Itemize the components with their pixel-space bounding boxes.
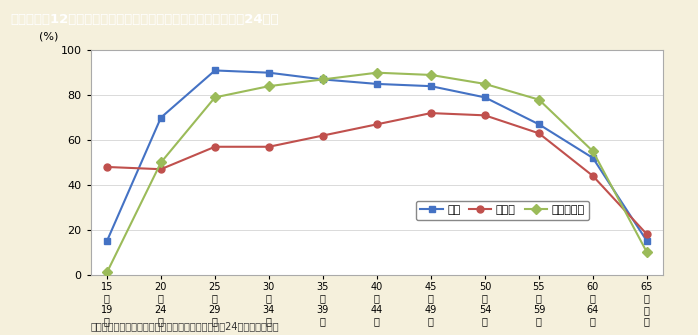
未婚 [588,156,597,160]
有配偶 [426,111,435,115]
死別・離別 [319,77,327,81]
死別・離別 [481,82,489,86]
Line: 未婚: 未婚 [103,67,651,245]
死別・離別 [103,270,111,274]
死別・離別 [535,97,543,102]
有配偶 [103,165,111,169]
有配偶 [211,145,219,149]
Text: 第１－特－12図　女性の年齢階級別配偶関係別労働力率（平成24年）: 第１－特－12図 女性の年齢階級別配偶関係別労働力率（平成24年） [10,13,279,26]
有配偶 [588,174,597,178]
Line: 死別・離別: 死別・離別 [103,69,651,276]
死別・離別 [265,84,273,88]
未婚 [373,82,381,86]
未婚 [103,239,111,243]
Text: (%): (%) [39,31,59,41]
有配偶 [481,113,489,117]
未婚 [643,239,651,243]
Line: 有配偶: 有配偶 [103,110,651,238]
Legend: 未婚, 有配偶, 死別・離別: 未婚, 有配偶, 死別・離別 [416,201,589,220]
未婚 [319,77,327,81]
未婚 [426,84,435,88]
未婚 [157,116,165,120]
有配偶 [319,134,327,138]
死別・離別 [157,160,165,164]
死別・離別 [426,73,435,77]
未婚 [211,68,219,72]
死別・離別 [643,250,651,254]
死別・離別 [211,95,219,99]
未婚 [265,71,273,75]
死別・離別 [588,149,597,153]
未婚 [481,95,489,99]
未婚 [535,122,543,126]
有配偶 [373,122,381,126]
有配偶 [643,232,651,236]
有配偶 [157,167,165,171]
Text: （備考）総務省「労働力調査（基本統計）」（平成24年）より作成。: （備考）総務省「労働力調査（基本統計）」（平成24年）より作成。 [91,322,279,332]
有配偶 [265,145,273,149]
死別・離別 [373,71,381,75]
有配偶 [535,131,543,135]
